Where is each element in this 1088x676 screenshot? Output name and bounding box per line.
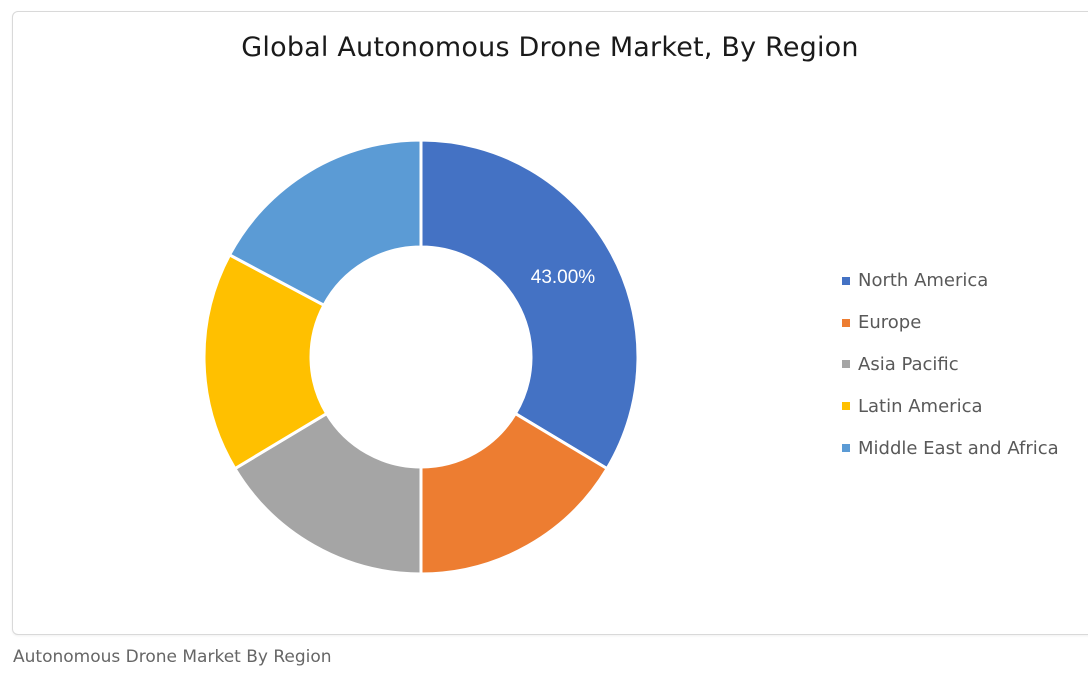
north-america-data-label: 43.00%: [531, 267, 596, 288]
legend-swatch-icon: [842, 276, 850, 285]
legend-swatch-icon: [842, 360, 850, 369]
legend-item-latin-america: Latin America: [842, 385, 1059, 427]
figure-caption: Autonomous Drone Market By Region: [13, 647, 332, 667]
slice-latin-america: [202, 252, 329, 471]
legend-item-middle-east-africa: Middle East and Africa: [842, 427, 1059, 469]
slice-europe: [419, 411, 610, 576]
slice-north-america: [419, 138, 640, 471]
legend-swatch-icon: [842, 318, 850, 327]
legend-item-europe: Europe: [842, 302, 1059, 344]
legend-item-asia-pacific: Asia Pacific: [842, 344, 1059, 386]
chart-legend: North America Europe Asia Pacific Latin …: [842, 260, 1059, 469]
legend-swatch-icon: [842, 444, 850, 453]
chart-title: Global Autonomous Drone Market, By Regio…: [241, 32, 859, 63]
legend-swatch-icon: [842, 402, 850, 411]
slice-middle-east-and-africa: [227, 138, 423, 308]
legend-item-north-america: North America: [842, 260, 1059, 302]
slice-asia-pacific: [232, 411, 423, 576]
donut-slices: [202, 138, 640, 576]
